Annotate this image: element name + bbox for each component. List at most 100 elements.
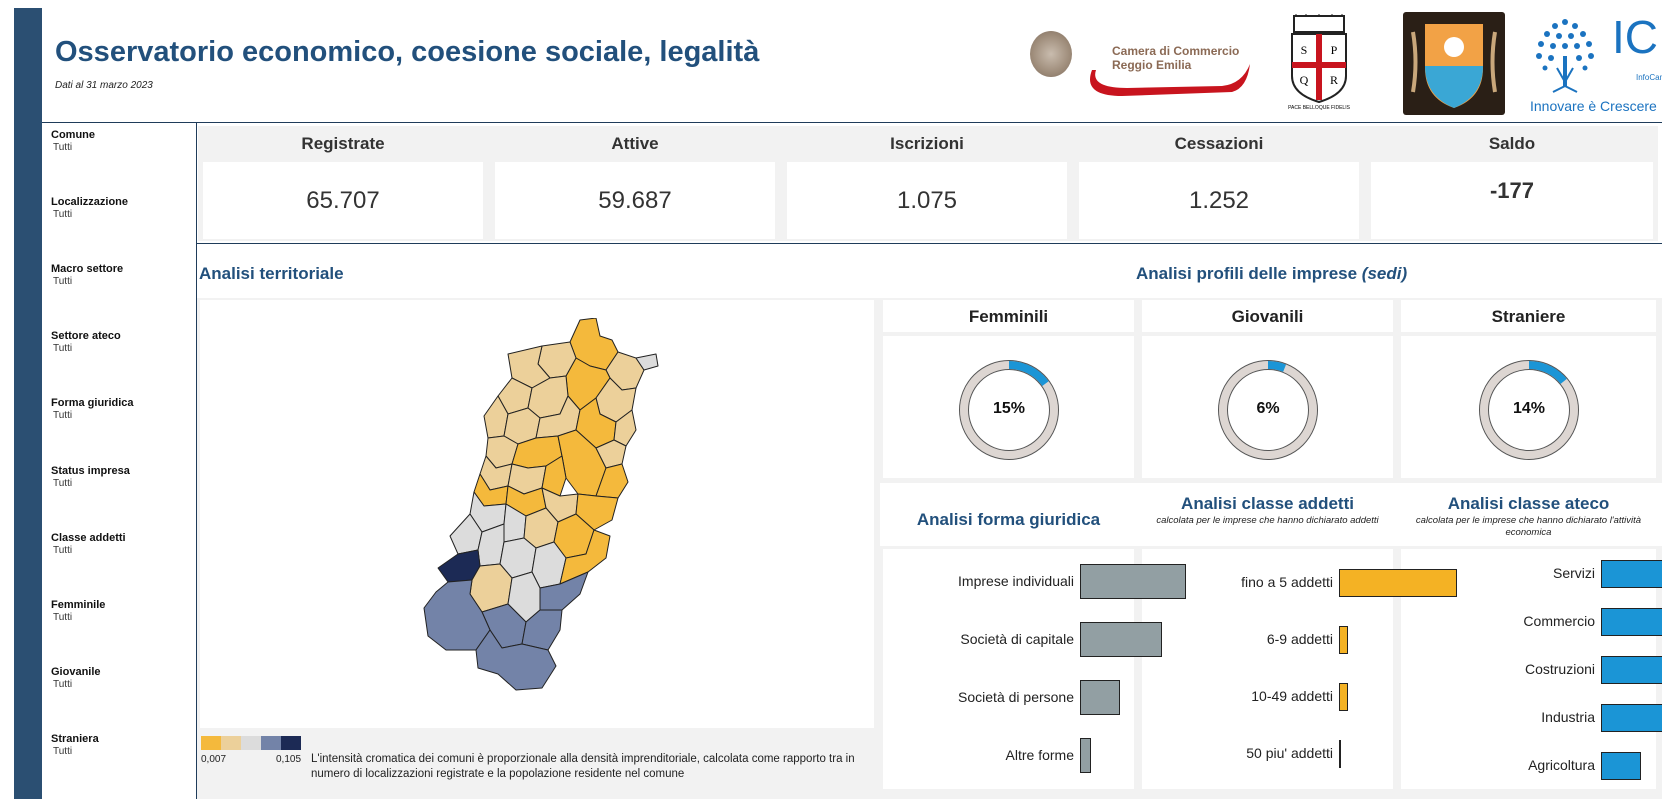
bar[interactable] (1601, 752, 1642, 780)
filter-value[interactable]: Tutti (53, 276, 73, 287)
gauge-fill (960, 361, 1058, 459)
bar-label: Costruzioni (1524, 661, 1595, 677)
kpi-label: Iscrizioni (890, 134, 964, 153)
gauge-title-card (1142, 300, 1393, 332)
kpi-value: -177 (1371, 162, 1653, 239)
gauge-value-femminili: 15% (992, 400, 1026, 417)
header-divider (42, 122, 1662, 123)
infocamere-tagline: Innovare è Crescere (1530, 98, 1657, 114)
kpi-cessazioni: Cessazioni 1.252 (1076, 126, 1362, 241)
bar-label: fino a 5 addetti (1241, 574, 1333, 590)
map-comune (595, 463, 629, 499)
sprq-letter-p: P (1331, 43, 1338, 57)
filter-classe-addetti[interactable]: Classe addetti Tutti (51, 532, 126, 556)
kpi-value: 65.707 (203, 162, 483, 239)
kpi-label: Saldo (1488, 134, 1536, 153)
map-comune (595, 439, 627, 469)
classe-ateco-subtitle: calcolata per le imprese che hanno dichi… (1415, 515, 1642, 538)
filter-value[interactable]: Tutti (53, 545, 73, 556)
bar-label: Società di capitale (960, 630, 1074, 647)
gauge-title-straniere: Straniere (1491, 307, 1566, 326)
gauge-giovanili (1218, 360, 1318, 460)
filter-value[interactable]: Tutti (53, 746, 73, 757)
classe-ateco-title: Analisi classe ateco (1447, 494, 1610, 513)
legend-swatch (281, 736, 301, 750)
chamber-logo-text: Camera di Commercio Reggio Emilia (1112, 44, 1239, 72)
infocamere-tree-logo (1536, 19, 1594, 93)
filter-value[interactable]: Tutti (53, 343, 73, 354)
bar[interactable] (1339, 569, 1457, 597)
filter-value[interactable]: Tutti (53, 478, 73, 489)
gauge-value-giovanili: 6% (1256, 400, 1280, 417)
bar-label: Commercio (1523, 613, 1595, 629)
filter-comune[interactable]: Comune Tutti (51, 129, 95, 153)
bar[interactable] (1601, 656, 1662, 684)
kpi-divider (197, 243, 1662, 244)
gauge-fill (1480, 361, 1578, 459)
filter-value[interactable]: Tutti (53, 142, 73, 153)
infocamere-letters: IC (1612, 11, 1658, 63)
filter-giovanile[interactable]: Giovanile Tutti (51, 666, 101, 690)
forma-giuridica-title: Analisi forma giuridica (916, 510, 1101, 529)
page-title: Osservatorio economico, coesione sociale… (55, 36, 760, 68)
bar[interactable] (1339, 683, 1349, 711)
filter-value[interactable]: Tutti (53, 209, 73, 220)
territorial-title: Analisi territoriale (199, 264, 344, 283)
bar[interactable] (1339, 626, 1349, 654)
kpi-registrate: Registrate 65.707 (200, 126, 486, 241)
filter-settore-ateco[interactable]: Settore ateco Tutti (51, 330, 121, 354)
bar[interactable] (1601, 704, 1662, 732)
gauge-title-card (883, 300, 1134, 332)
bar-label: Altre forme (1005, 746, 1074, 763)
chamber-logo-line2: Reggio Emilia (1112, 58, 1192, 72)
sprq-letter-q: Q (1300, 73, 1309, 87)
filter-femminile[interactable]: Femminile Tutti (51, 599, 105, 623)
classe-addetti-subtitle: calcolata per le imprese che hanno dichi… (1156, 515, 1379, 526)
bar-label: Servizi (1552, 565, 1595, 581)
filter-label: Femminile (51, 599, 106, 611)
kpi-label: Registrate (301, 134, 385, 153)
legend-swatch (261, 736, 281, 750)
map-comune (541, 455, 567, 497)
kpi-saldo: Saldo -177 (1368, 126, 1656, 241)
filter-macro-settore[interactable]: Macro settore Tutti (51, 263, 123, 287)
bar[interactable] (1339, 740, 1342, 768)
profiles-title-em: (sedi) (1361, 264, 1408, 283)
bar[interactable] (1601, 608, 1662, 636)
bar-label: 50 piu' addetti (1246, 745, 1333, 761)
filter-value[interactable]: Tutti (53, 612, 73, 623)
infocamere-name: InfoCamere (1636, 73, 1662, 82)
legend-swatch (221, 736, 241, 750)
filter-status-impresa[interactable]: Status impresa Tutti (51, 465, 130, 489)
gauge-straniere (1479, 360, 1579, 460)
filter-label: Settore ateco (51, 330, 121, 342)
filter-localizzazione[interactable]: Localizzazione Tutti (51, 196, 128, 220)
sprq-motto: PACE BELLOQUE FIDELIS (1288, 105, 1351, 111)
gauge-fill (1219, 361, 1317, 459)
filter-value[interactable]: Tutti (53, 410, 73, 421)
bar[interactable] (1080, 738, 1091, 773)
bar[interactable] (1601, 560, 1662, 588)
bar-label: Agricoltura (1528, 757, 1595, 773)
filter-label: Giovanile (51, 666, 101, 678)
bar[interactable] (1080, 622, 1162, 657)
province-choropleth-map[interactable] (400, 318, 680, 710)
filter-forma-giuridica[interactable]: Forma giuridica Tutti (51, 397, 134, 421)
profiles-title: Analisi profili delle imprese (sedi) (1136, 264, 1407, 284)
chamber-logo-line1: Camera di Commercio (1112, 44, 1240, 58)
bar[interactable] (1080, 564, 1186, 599)
chamber-seal-logo (1030, 31, 1072, 77)
map-color-legend (201, 736, 301, 750)
bar[interactable] (1080, 680, 1121, 715)
kpi-value: 59.687 (495, 162, 775, 239)
kpi-iscrizioni: Iscrizioni 1.075 (784, 126, 1070, 241)
bar-label: 6-9 addetti (1266, 631, 1333, 647)
map-comune (613, 409, 637, 447)
chamber-swoosh-logo (1090, 64, 1250, 96)
filter-value[interactable]: Tutti (53, 679, 73, 690)
map-comune (475, 629, 557, 691)
bar-label: 10-49 addetti (1251, 688, 1333, 704)
filter-straniera[interactable]: Straniera Tutti (51, 733, 99, 757)
map-comune (635, 353, 659, 371)
